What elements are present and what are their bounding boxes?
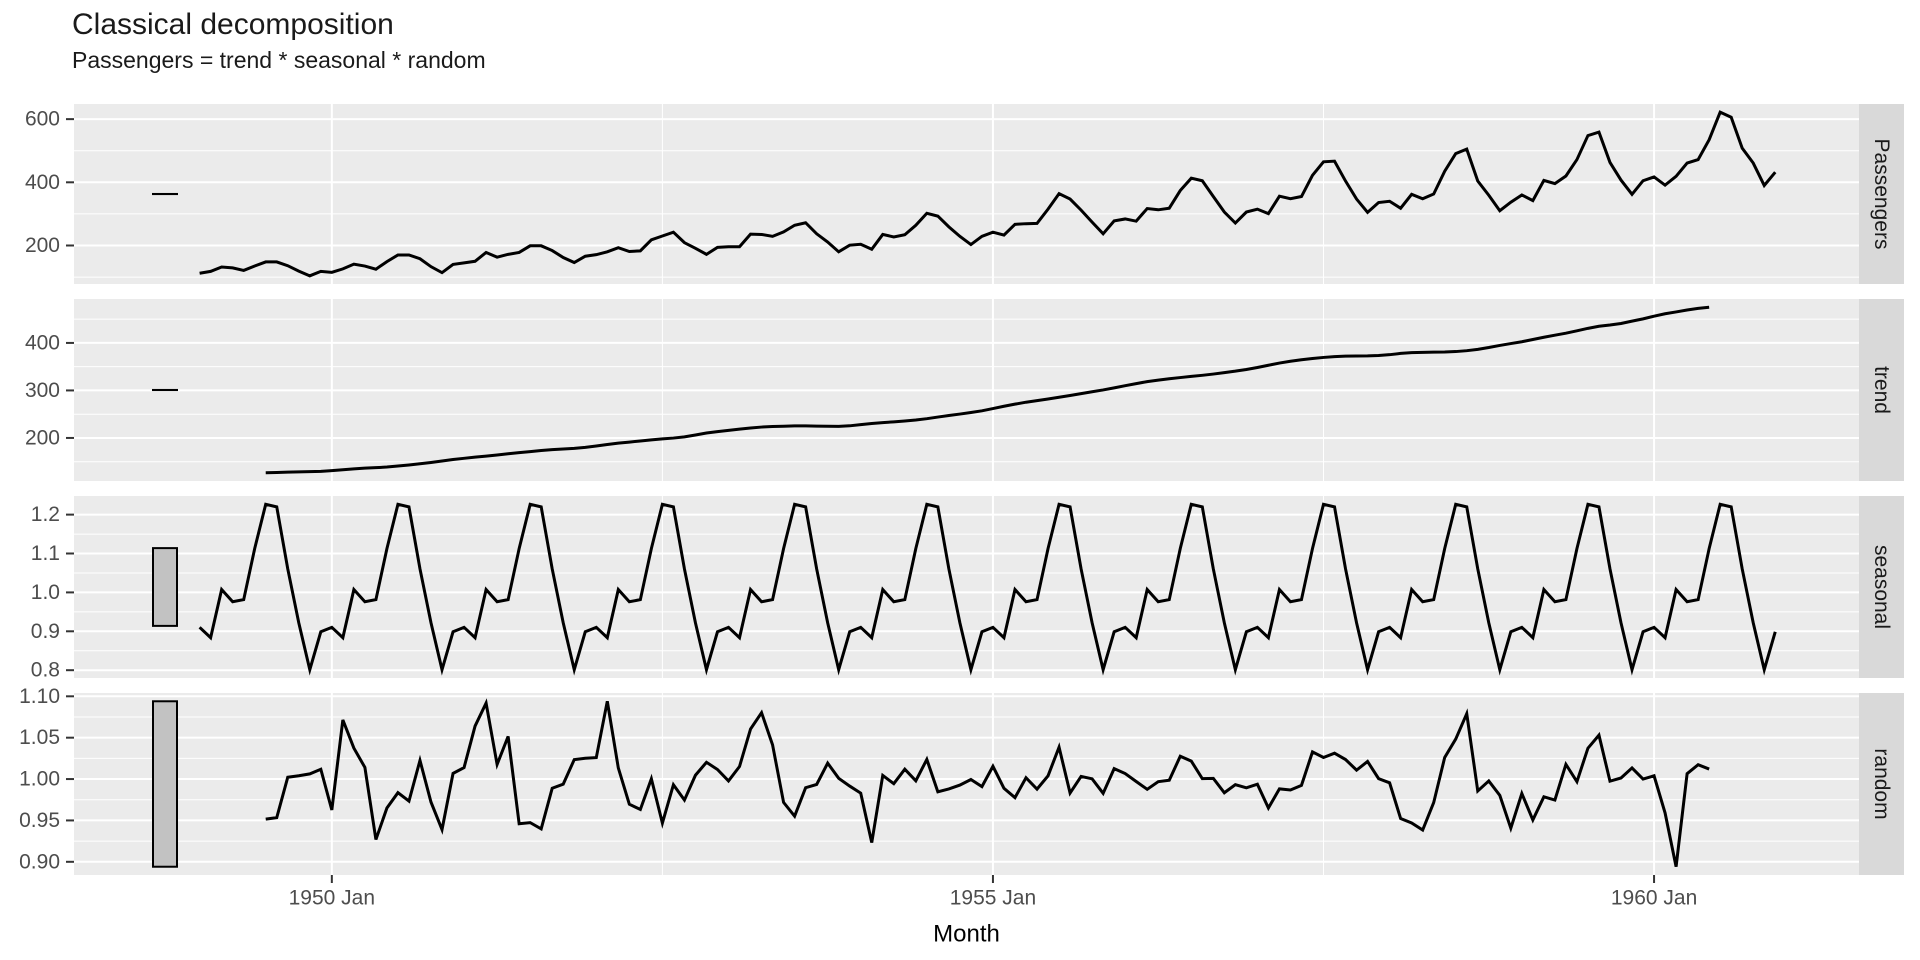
y-tick-label-trend: 300 (25, 379, 60, 402)
panel-seasonal: seasonal 0.8 0.9 1.0 1.1 1.2 (31, 496, 1904, 682)
series-line-random (265, 698, 1710, 868)
y-tick-label-seasonal: 1.0 (31, 581, 60, 604)
y-tick-label-trend: 200 (25, 426, 60, 449)
facet-strip-label-random: random (1870, 748, 1893, 819)
y-tick-label-passengers: 200 (25, 234, 60, 257)
y-tick-label-random: 1.10 (19, 685, 60, 708)
panel-passengers: Passengers 200 400 600 (25, 104, 1904, 284)
y-tick-label-seasonal: 0.8 (31, 659, 60, 682)
y-tick-label-trend: 400 (25, 331, 60, 354)
panel-random: random 0.90 0.95 1.00 1.05 1.10 (19, 685, 1904, 875)
facet-strip-seasonal (1859, 496, 1904, 678)
facet-strip-random (1859, 693, 1904, 875)
facet-strip-passengers (1859, 104, 1904, 284)
x-tick-label: 1960 Jan (1611, 887, 1697, 910)
facet-strip-trend (1859, 299, 1904, 481)
panel-trend: trend 200 300 400 (25, 299, 1904, 481)
x-tick-label: 1955 Jan (950, 887, 1036, 910)
facet-strip-label-seasonal: seasonal (1870, 545, 1893, 629)
y-tick-label-seasonal: 0.9 (31, 620, 60, 643)
x-axis-title: Month (933, 921, 1000, 948)
y-tick-label-passengers: 600 (25, 108, 60, 131)
y-tick-label-random: 1.00 (19, 768, 60, 791)
plot-title: Classical decomposition (72, 8, 394, 41)
y-tick-label-random: 1.05 (19, 726, 60, 749)
series-line-passengers (199, 110, 1777, 278)
scale-bar-random (152, 700, 178, 868)
scale-bar-seasonal (152, 547, 178, 627)
y-tick-label-seasonal: 1.1 (31, 542, 60, 565)
y-tick-label-seasonal: 1.2 (31, 503, 60, 526)
facet-strip-label-passengers: Passengers (1870, 139, 1893, 250)
panel-random-background (74, 693, 1859, 875)
panel-passengers-background (74, 104, 1859, 284)
plot-subtitle: Passengers = trend * seasonal * random (72, 47, 486, 73)
series-line-seasonal (198, 502, 1777, 676)
y-tick-label-passengers: 400 (25, 171, 60, 194)
x-axis: 1950 Jan 1955 Jan 1960 Jan Month (289, 875, 1697, 948)
series-line-trend (265, 305, 1710, 475)
facet-strip-label-trend: trend (1870, 366, 1893, 414)
y-tick-label-random: 0.90 (19, 850, 60, 873)
x-tick-label: 1950 Jan (289, 887, 375, 910)
y-tick-label-random: 0.95 (19, 809, 60, 832)
